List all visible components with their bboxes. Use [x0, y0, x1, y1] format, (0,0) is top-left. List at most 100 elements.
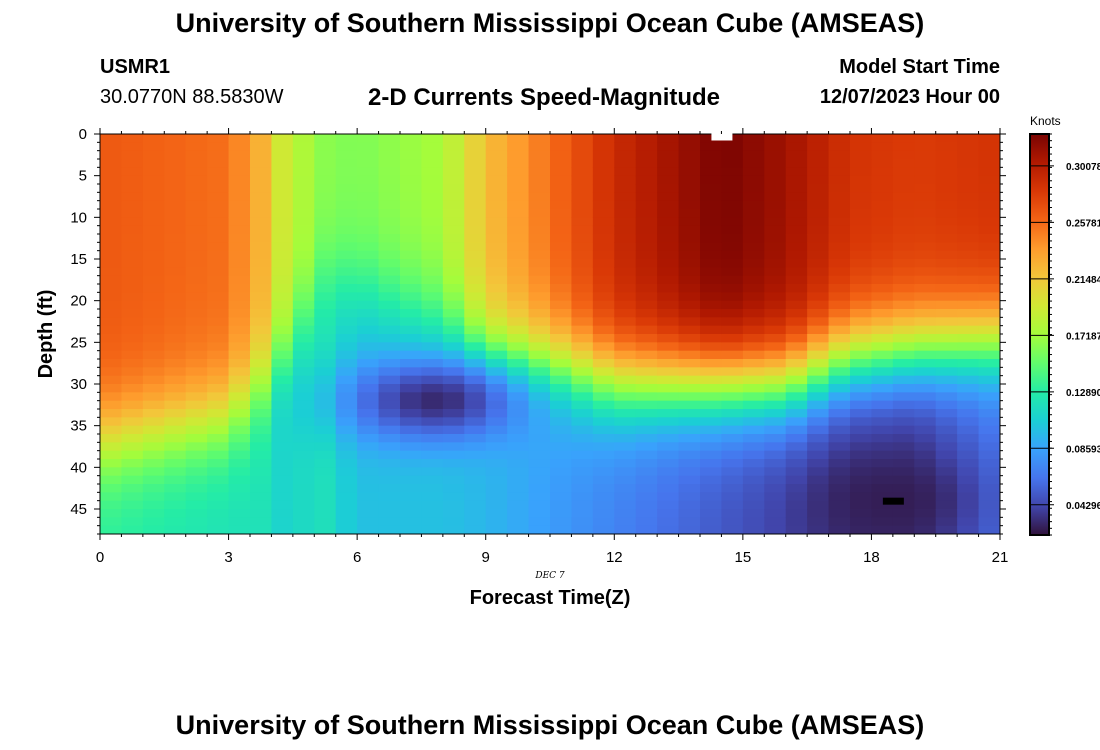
heatmap-cell: [100, 225, 123, 235]
heatmap-cell: [614, 142, 637, 152]
heatmap-cell: [742, 325, 765, 335]
heatmap-cell: [935, 400, 958, 410]
heatmap-cell: [807, 509, 830, 518]
heatmap-cell: [785, 467, 808, 477]
heatmap-cell: [400, 267, 423, 277]
heatmap-cell: [250, 292, 273, 302]
heatmap-cell: [764, 442, 787, 452]
heatmap-cell: [164, 417, 187, 427]
heatmap-cell: [185, 442, 208, 452]
heatmap-cell: [764, 225, 787, 235]
heatmap-cell: [807, 492, 830, 502]
heatmap-cell: [678, 317, 701, 327]
heatmap-cell: [442, 467, 465, 477]
heatmap-cell: [635, 450, 658, 460]
heatmap-cell: [357, 234, 380, 243]
heatmap-cell: [592, 217, 615, 227]
heatmap-cell: [721, 300, 744, 310]
heatmap-cell: [657, 484, 680, 493]
heatmap-cell: [592, 384, 615, 393]
heatmap-cell: [357, 167, 380, 177]
heatmap-cell: [442, 442, 465, 452]
heatmap-cell: [978, 434, 1000, 443]
heatmap-cell: [442, 200, 465, 210]
heatmap-cell: [485, 350, 508, 360]
heatmap-cell: [207, 375, 230, 385]
heatmap-cell: [485, 234, 508, 243]
heatmap-cell: [207, 250, 230, 260]
heatmap-cell: [635, 142, 658, 152]
heatmap-cell: [850, 192, 873, 202]
heatmap-cell: [378, 509, 401, 518]
heatmap-cell: [657, 450, 680, 460]
heatmap-cell: [142, 525, 165, 534]
heatmap-cell: [742, 275, 765, 285]
heatmap-cell: [335, 209, 358, 218]
heatmap-cell: [892, 200, 915, 210]
heatmap-cell: [721, 317, 744, 327]
heatmap-cell: [957, 525, 980, 534]
heatmap-cell: [335, 217, 358, 227]
heatmap-cell: [721, 167, 744, 177]
heatmap-cell: [871, 225, 894, 235]
heatmap-cell: [807, 250, 830, 260]
heatmap-cell: [657, 509, 680, 518]
heatmap-cell: [485, 409, 508, 418]
heatmap-cell: [828, 225, 851, 235]
heatmap-cell: [314, 284, 337, 293]
heatmap-cell: [528, 517, 551, 527]
heatmap-cell: [828, 342, 851, 352]
heatmap-cell: [485, 209, 508, 218]
heatmap-cell: [635, 292, 658, 302]
heatmap-cell: [442, 342, 465, 352]
heatmap-cell: [785, 525, 808, 534]
heatmap-cell: [914, 150, 937, 160]
heatmap-cell: [550, 242, 573, 252]
heatmap-cell: [635, 375, 658, 385]
heatmap-cell: [850, 225, 873, 235]
heatmap-cell: [635, 425, 658, 435]
heatmap-cell: [271, 317, 294, 327]
heatmap-cell: [850, 442, 873, 452]
date-label: DEC 7: [534, 571, 565, 581]
heatmap-cell: [185, 367, 208, 377]
heatmap-cell: [978, 192, 1000, 202]
heatmap-cell: [850, 375, 873, 385]
heatmap-cell: [935, 317, 958, 327]
heatmap-cell: [892, 417, 915, 427]
heatmap-cell: [507, 284, 530, 293]
heatmap-cell: [164, 492, 187, 502]
heatmap-cell: [421, 184, 444, 193]
y-axis-label: Depth (ft): [35, 290, 57, 379]
heatmap-cell: [871, 159, 894, 168]
heatmap-cell: [485, 459, 508, 468]
heatmap-cell: [100, 167, 123, 177]
heatmap-cell: [764, 192, 787, 202]
heatmap-cell: [828, 317, 851, 327]
heatmap-cell: [614, 267, 637, 277]
heatmap-cell: [442, 492, 465, 502]
heatmap-cell: [207, 409, 230, 418]
heatmap-cell: [164, 217, 187, 227]
heatmap-cell: [528, 209, 551, 218]
heatmap-cell: [271, 525, 294, 534]
heatmap-cell: [764, 417, 787, 427]
heatmap-cell: [442, 500, 465, 510]
heatmap-cell: [528, 159, 551, 168]
heatmap-cell: [507, 150, 530, 160]
heatmap-cell: [935, 134, 958, 143]
heatmap-cell: [485, 259, 508, 268]
heatmap-cell: [250, 509, 273, 518]
heatmap-cell: [592, 200, 615, 210]
heatmap-cell: [742, 167, 765, 177]
heatmap-cell: [807, 484, 830, 493]
heatmap-cell: [678, 367, 701, 377]
heatmap-cell: [121, 492, 144, 502]
heatmap-cell: [464, 384, 487, 393]
heatmap-cell: [764, 392, 787, 402]
current-marker: [711, 133, 733, 141]
heatmap-cell: [592, 325, 615, 335]
heatmap-cell: [121, 175, 144, 185]
heatmap-cell: [721, 517, 744, 527]
heatmap-cell: [314, 517, 337, 527]
